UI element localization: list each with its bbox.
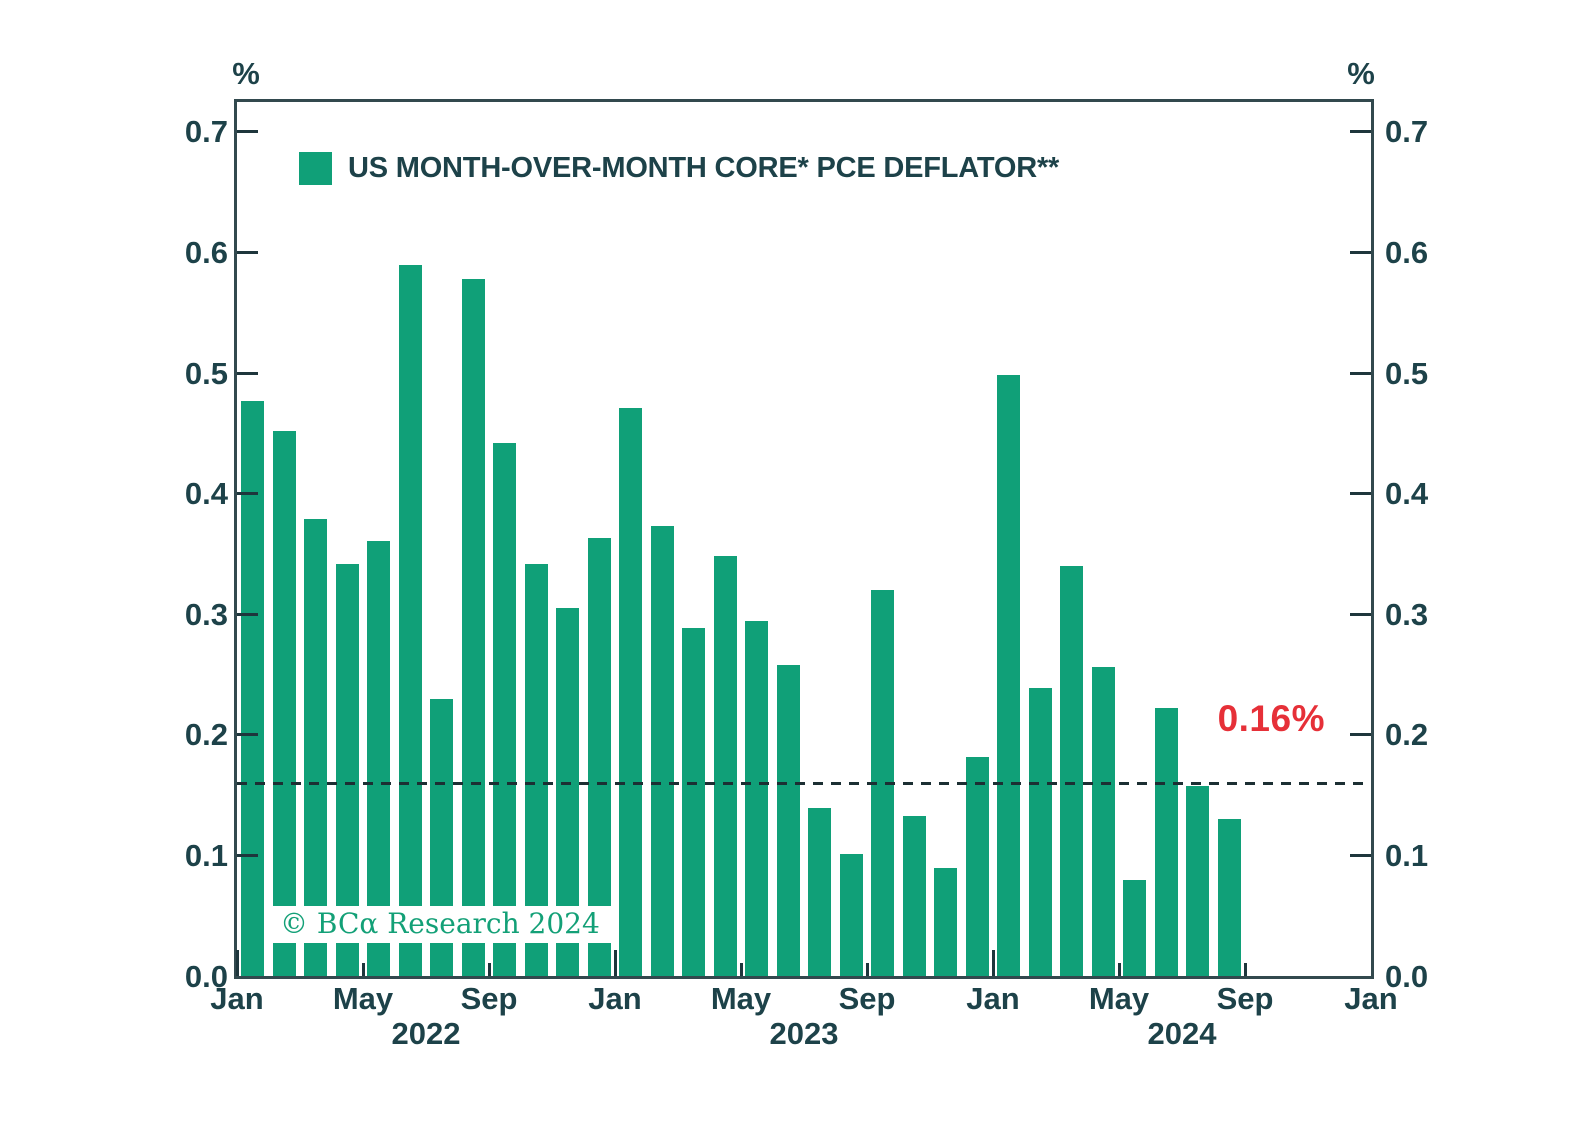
y-label-left-0.3: 0.3 <box>184 596 228 632</box>
x-tick-sep-20 <box>865 963 869 976</box>
bar-nov-2023 <box>934 867 958 976</box>
watermark: © BCα Research 2024 <box>268 906 612 943</box>
bar-oct-2023 <box>902 815 926 976</box>
bar-feb-2022 <box>272 430 296 976</box>
y-label-right-0.0: 0.0 <box>1385 958 1429 994</box>
bar-jun-2023 <box>776 664 800 976</box>
bar-aug-2024 <box>1217 819 1241 976</box>
year-label-2023: 2023 <box>769 1016 839 1051</box>
y-axis-unit-left: % <box>232 56 260 91</box>
bar-oct-2022 <box>524 563 548 976</box>
bar-dec-2022 <box>587 538 611 976</box>
x-label-jan-36: Jan <box>1344 981 1398 1016</box>
x-tick-jan-12 <box>613 950 617 976</box>
bar-feb-2023 <box>650 526 674 976</box>
y-label-left-0.2: 0.2 <box>184 717 228 753</box>
legend-swatch <box>299 152 332 185</box>
y-label-left-0.5: 0.5 <box>184 355 228 391</box>
legend-label: US MONTH-OVER-MONTH CORE* PCE DEFLATOR** <box>348 152 1060 184</box>
x-tick-sep-32 <box>1243 963 1247 976</box>
y-axis-unit-right: % <box>1347 56 1375 91</box>
y-tick-left-0.5 <box>237 371 258 375</box>
x-label-sep-32: Sep <box>1216 981 1274 1016</box>
year-label-2022: 2022 <box>391 1016 461 1051</box>
x-label-jan-0: Jan <box>210 981 264 1016</box>
y-label-left-0.7: 0.7 <box>184 114 228 150</box>
bar-jan-2023 <box>619 408 643 976</box>
x-tick-jan-0 <box>235 950 239 976</box>
x-tick-sep-8 <box>487 963 491 976</box>
bar-apr-2022 <box>335 563 359 976</box>
bar-nov-2022 <box>556 608 580 976</box>
bar-apr-2023 <box>713 556 737 976</box>
y-tick-right-0.1 <box>1350 853 1371 857</box>
y-tick-left-0.2 <box>237 733 258 737</box>
y-label-left-0.4: 0.4 <box>184 476 228 512</box>
bar-mar-2024 <box>1060 566 1084 976</box>
y-tick-left-0.7 <box>237 130 258 134</box>
y-label-right-0.5: 0.5 <box>1385 355 1429 391</box>
x-label-jan-12: Jan <box>588 981 642 1016</box>
reference-line-label: 0.16% <box>1217 698 1325 739</box>
x-tick-may-28 <box>1117 963 1121 976</box>
bar-jul-2024 <box>1186 785 1210 976</box>
bar-may-2024 <box>1123 879 1147 976</box>
y-label-left-0.6: 0.6 <box>184 234 228 270</box>
plot-area: US MONTH-OVER-MONTH CORE* PCE DEFLATOR**… <box>234 99 1374 979</box>
y-tick-right-0.7 <box>1350 130 1371 134</box>
x-label-jan-24: Jan <box>966 981 1020 1016</box>
y-tick-right-0.5 <box>1350 371 1371 375</box>
y-tick-right-0.3 <box>1350 612 1371 616</box>
bar-jul-2023 <box>808 808 832 976</box>
x-label-may-28: May <box>1088 981 1150 1016</box>
bar-sep-2022 <box>493 442 517 976</box>
y-tick-left-0.3 <box>237 612 258 616</box>
reference-line <box>237 781 1371 785</box>
bar-aug-2023 <box>839 854 863 976</box>
bar-apr-2024 <box>1091 667 1115 976</box>
y-label-right-0.4: 0.4 <box>1385 476 1429 512</box>
legend: US MONTH-OVER-MONTH CORE* PCE DEFLATOR** <box>299 152 1059 185</box>
x-label-may-16: May <box>710 981 772 1016</box>
y-tick-left-0.6 <box>237 250 258 254</box>
bar-jun-2024 <box>1154 708 1178 976</box>
bar-may-2023 <box>745 621 769 976</box>
y-label-left-0.0: 0.0 <box>184 958 228 994</box>
x-tick-jan-24 <box>991 950 995 976</box>
y-label-left-0.1: 0.1 <box>184 837 228 873</box>
x-tick-may-4 <box>361 963 365 976</box>
y-tick-left-0.4 <box>237 492 258 496</box>
y-label-right-0.6: 0.6 <box>1385 234 1429 270</box>
x-label-sep-8: Sep <box>460 981 518 1016</box>
x-label-may-4: May <box>332 981 394 1016</box>
bar-mar-2022 <box>304 518 328 976</box>
year-label-2024: 2024 <box>1147 1016 1217 1051</box>
y-label-right-0.3: 0.3 <box>1385 596 1429 632</box>
bar-mar-2023 <box>682 627 706 976</box>
y-tick-right-0.2 <box>1350 733 1371 737</box>
bar-may-2022 <box>367 540 391 976</box>
y-tick-right-0.6 <box>1350 250 1371 254</box>
x-label-sep-20: Sep <box>838 981 896 1016</box>
y-label-right-0.2: 0.2 <box>1385 717 1429 753</box>
x-tick-may-16 <box>739 963 743 976</box>
bar-feb-2024 <box>1028 687 1052 976</box>
y-tick-right-0.4 <box>1350 492 1371 496</box>
y-tick-left-0.1 <box>237 853 258 857</box>
bar-jan-2024 <box>997 375 1021 976</box>
bar-jan-2022 <box>241 400 265 976</box>
bar-jun-2022 <box>398 264 422 976</box>
bar-dec-2023 <box>965 756 989 976</box>
y-label-right-0.1: 0.1 <box>1385 837 1429 873</box>
bar-aug-2022 <box>461 278 485 976</box>
y-label-right-0.7: 0.7 <box>1385 114 1429 150</box>
